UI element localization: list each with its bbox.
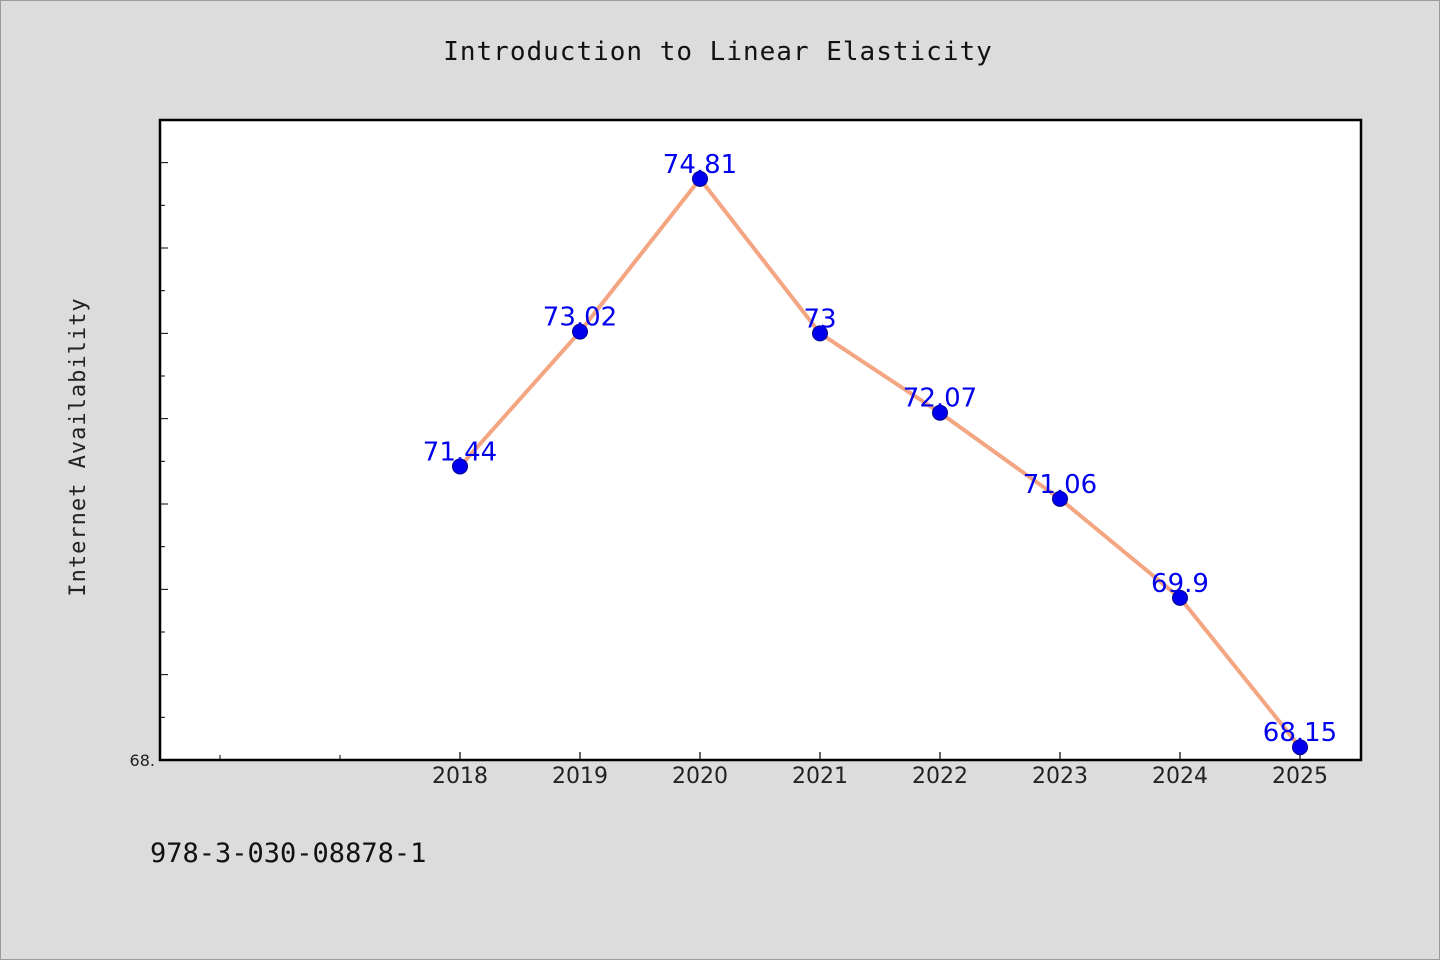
data-point: [812, 325, 828, 342]
data-point: [572, 323, 588, 340]
y-axis-label: Internet Availability: [66, 297, 91, 596]
x-tick-label: 2021: [792, 764, 848, 789]
data-point: [692, 170, 708, 187]
data-label: 71.44: [423, 437, 497, 467]
x-tick-label: 2024: [1152, 764, 1208, 789]
data-label: 74.81: [663, 150, 737, 180]
x-axis-ticks: 2018 2019 2020 2021 2022 2023 2024 2025: [219, 752, 1328, 789]
data-label: 72.07: [903, 384, 977, 414]
data-point: [932, 404, 948, 421]
data-label: 68.15: [1263, 718, 1337, 748]
footer-code: 978-3-030-08878-1: [150, 838, 426, 869]
x-tick-label: 2020: [672, 764, 728, 789]
x-tick-label: 2019: [552, 764, 608, 789]
data-label: 73: [803, 304, 836, 334]
data-label: 69.9: [1151, 569, 1209, 599]
x-tick-label: 2018: [432, 764, 488, 789]
data-point: [1292, 739, 1308, 756]
y-axis-ticks: [160, 162, 168, 718]
plot-area: [158, 118, 1363, 762]
chart-title: Introduction to Linear Elasticity: [443, 37, 993, 67]
data-point: [1172, 589, 1188, 606]
series-line: [458, 176, 1302, 749]
data-point: [1052, 490, 1068, 507]
data-label: 73.02: [543, 303, 617, 333]
x-tick-label: 2025: [1272, 764, 1328, 789]
x-tick-label: 2022: [912, 764, 968, 789]
series-layer: 71.44 73.02 74.81 73 72.07 71.06 69.9 68.15: [423, 150, 1337, 756]
y-tick-label: 68.: [130, 751, 155, 770]
data-label: 71.06: [1023, 470, 1097, 500]
data-point: [452, 458, 468, 475]
x-tick-label: 2023: [1032, 764, 1088, 789]
